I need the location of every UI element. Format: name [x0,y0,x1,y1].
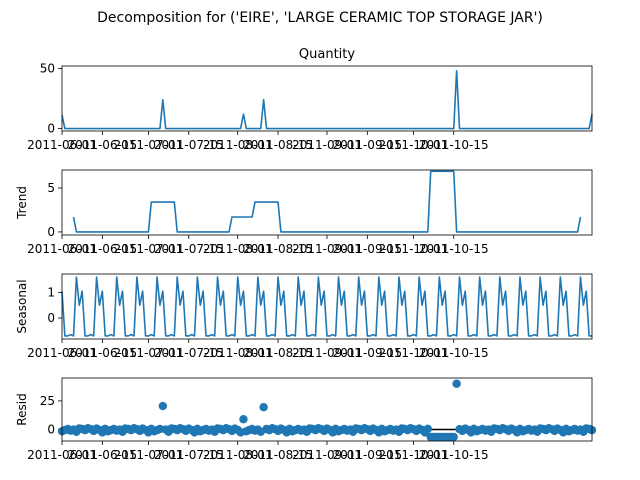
x-tick-label: 2011-06-01 [27,138,97,152]
x-tick-label: 2011-10-15 [419,346,489,360]
series-line [61,276,592,337]
x-tick-label: 2011-06-01 [27,242,97,256]
x-tick-label: 2011-07-15 [154,346,224,360]
x-tick-label: 2011-08-01 [203,138,273,152]
x-tick-label: 2011-10-01 [379,138,449,152]
panel-2: Trend052011-06-012011-06-152011-07-01201… [15,169,593,256]
resid-point [259,403,268,412]
x-tick-label: 2011-06-15 [67,242,137,256]
panel-1: Quantity 0 50 2011-06-012011-06-152011-07-0… [27,47,593,152]
x-tick-label: 2011-10-01 [379,448,449,462]
x-tick-label: 2011-07-01 [114,138,184,152]
x-tick-label: 2011-07-15 [154,242,224,256]
x-tick-label: 2011-10-01 [379,242,449,256]
figure-title: Decomposition for ('EIRE', 'LARGE CERAMI… [97,10,543,26]
x-tick-label: 2011-10-15 [419,448,489,462]
x-tick-label: 2011-10-01 [379,346,449,360]
x-tick-label: 2011-08-15 [243,138,313,152]
x-tick-label: 2011-09-01 [292,448,362,462]
x-tick-label: 2011-07-15 [154,448,224,462]
x-tick-label: 2011-09-15 [332,138,402,152]
series-line [61,70,593,130]
y-tick-label: 0 [47,225,55,239]
x-tick-label: 2011-08-15 [243,448,313,462]
resid-point [423,424,433,434]
x-tick-label: 2011-06-01 [27,346,97,360]
axes-frame [61,377,593,442]
panels: Quantity0502011-06-012011-06-152011-07-0… [15,47,597,462]
axes-frame [61,65,593,132]
panel-title: Quantity [299,47,355,62]
x-tick-label: 2011-09-01 [292,138,362,152]
x-tick-label: 2011-10-15 [419,242,489,256]
axes-frame [61,169,593,236]
panel-3: Seasonal 0 1 2011-06-012011-06-152011-07-01… [15,273,593,360]
y-tick-label: 0 [47,311,55,325]
x-tick-label: 2011-09-15 [332,346,402,360]
x-tick-label: 2011-09-01 [292,346,362,360]
x-tick-label: 2011-08-01 [203,242,273,256]
axes-frame [61,273,593,340]
x-tick-label: 2011-09-15 [332,448,402,462]
x-tick-label: 2011-08-01 [203,448,273,462]
x-tick-label: 2011-07-01 [114,448,184,462]
x-tick-label: 2011-10-15 [419,138,489,152]
y-tick-label: 1 [47,285,55,299]
x-tick-label: 2011-08-15 [243,346,313,360]
y-tick-label: 5 [47,181,55,195]
x-tick-label: 2011-09-15 [332,242,402,256]
series-line [72,170,582,233]
y-tick-label: 0 [47,122,55,136]
y-axis-label: Resid [15,393,29,425]
x-tick-label: 2011-07-01 [114,346,184,360]
resid-point [158,401,168,411]
x-tick-label: 2011-08-01 [203,346,273,360]
x-tick-label: 2011-07-15 [154,138,224,152]
x-tick-label: 2011-06-15 [67,138,137,152]
x-tick-label: 2011-07-01 [114,242,184,256]
x-tick-label: 2011-06-15 [67,448,137,462]
x-tick-label: 2011-06-01 [27,448,97,462]
y-axis-label: Trend [15,186,29,220]
x-tick-label: 2011-08-15 [243,242,313,256]
x-tick-label: 2011-09-01 [292,242,362,256]
resid-point [239,415,248,424]
resid-point [449,432,458,442]
resid-point [452,379,461,388]
x-tick-label: 2011-06-15 [67,346,137,360]
y-tick-label: 0 [47,423,55,437]
y-axis-label: Seasonal [15,279,29,333]
y-tick-label: 25 [40,394,55,408]
y-tick-label: 50 [40,61,55,75]
panel-4: Resid0252011-06-012011-06-152011-07-0120… [15,377,597,462]
